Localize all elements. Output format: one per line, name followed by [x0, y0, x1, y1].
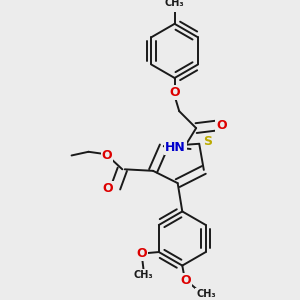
Text: O: O	[103, 182, 113, 195]
Text: O: O	[216, 118, 227, 131]
Text: O: O	[181, 274, 191, 287]
Text: HN: HN	[165, 141, 186, 154]
Text: CH₃: CH₃	[165, 0, 184, 8]
Text: O: O	[102, 149, 112, 162]
Text: CH₃: CH₃	[196, 289, 216, 299]
Text: S: S	[203, 135, 212, 148]
Text: CH₃: CH₃	[134, 270, 154, 280]
Text: O: O	[136, 247, 147, 260]
Text: O: O	[169, 86, 180, 99]
